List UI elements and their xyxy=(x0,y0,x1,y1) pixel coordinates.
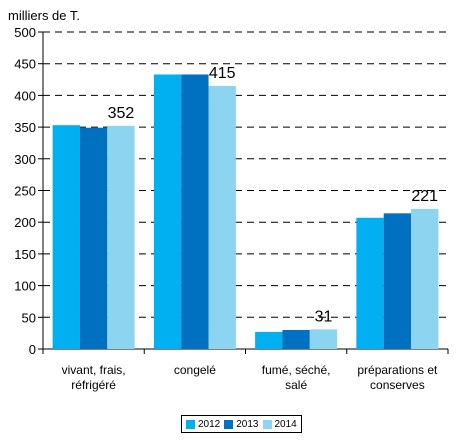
y-tick-label: 0 xyxy=(29,342,36,357)
bar xyxy=(383,213,412,349)
y-tick-label: 400 xyxy=(14,88,36,103)
legend-item: 2013 xyxy=(224,418,259,430)
y-tick-label: 50 xyxy=(22,310,36,325)
y-axis-label: milliers de T. xyxy=(8,8,81,23)
legend-item: 2014 xyxy=(262,418,297,430)
legend-swatch xyxy=(186,419,195,429)
y-tick-label: 500 xyxy=(14,25,36,40)
bar xyxy=(52,125,80,349)
data-label: 221 xyxy=(411,188,438,205)
legend: 2012 2013 2014 xyxy=(181,415,302,433)
legend-swatch xyxy=(224,419,234,429)
bar xyxy=(356,217,384,349)
bar xyxy=(309,329,338,349)
y-tick-label: 250 xyxy=(14,184,36,199)
data-label: 352 xyxy=(108,105,135,122)
bar xyxy=(79,127,108,349)
x-tick-label: fumé, séché, xyxy=(262,363,331,377)
bar xyxy=(107,125,135,349)
legend-label: 2012 xyxy=(198,418,221,430)
legend-swatch xyxy=(262,419,272,429)
x-tick-label: réfrigéré xyxy=(71,378,116,392)
bar xyxy=(282,329,310,349)
bar xyxy=(255,331,283,349)
y-tick-label: 350 xyxy=(14,120,36,135)
data-label: 31 xyxy=(315,308,333,325)
y-tick-label: 450 xyxy=(14,57,36,72)
bar xyxy=(181,74,209,349)
bar xyxy=(208,85,236,349)
x-tick-label: salé xyxy=(285,378,307,392)
bar xyxy=(153,74,182,349)
y-tick-label: 150 xyxy=(14,247,36,262)
y-tick-label: 100 xyxy=(14,279,36,294)
bar xyxy=(411,208,439,349)
legend-label: 2013 xyxy=(236,418,259,430)
y-tick-label: 300 xyxy=(14,152,36,167)
legend-item: 2012 xyxy=(186,419,220,430)
x-tick-label: vivant, frais, xyxy=(62,363,126,377)
data-label: 415 xyxy=(209,65,236,82)
x-tick-label: congelé xyxy=(174,363,216,377)
y-tick-label: 200 xyxy=(14,215,36,230)
legend-label: 2014 xyxy=(274,418,297,430)
x-tick-label: conserves xyxy=(370,378,425,392)
x-tick-label: préparations et xyxy=(357,363,438,377)
